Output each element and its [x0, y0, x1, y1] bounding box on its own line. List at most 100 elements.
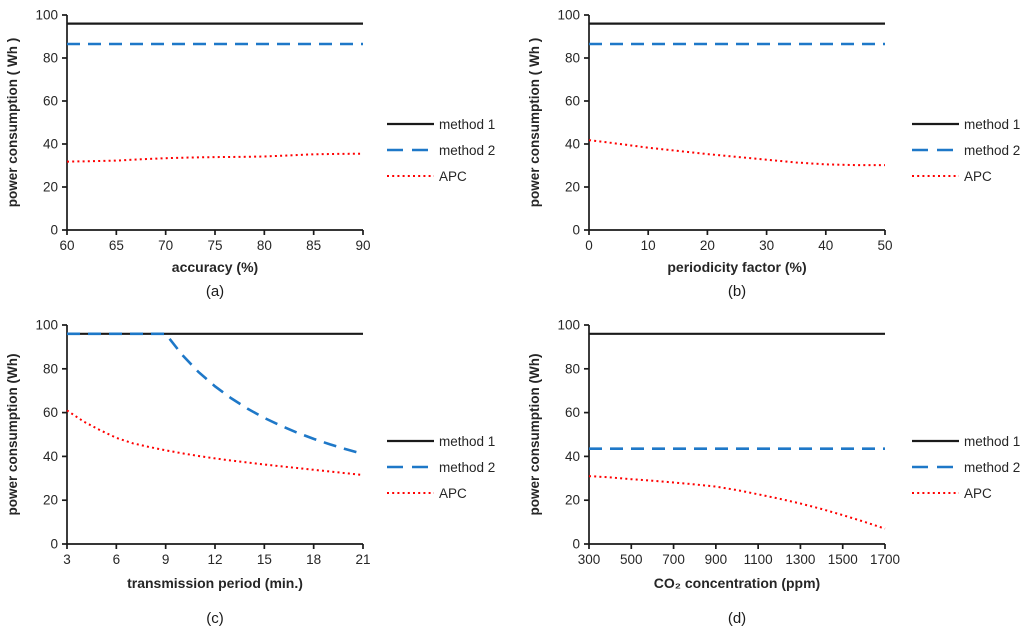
x-tick-label: 700 — [662, 552, 685, 567]
chart-b-cell: 0 20 40 60 80 100 0 10 20 30 40 50 power consumption… — [512, 0, 1024, 301]
legend-item-method-1: method 1 — [387, 434, 495, 449]
legend-item-apc: APC — [912, 169, 1020, 184]
x-axis-title: transmission period (min.) — [127, 575, 303, 591]
x-tick-label: 9 — [162, 552, 170, 567]
x-tick-label: 300 — [578, 552, 601, 567]
legend-label-apc: APC — [964, 485, 992, 501]
y-tick-label: 0 — [572, 537, 580, 552]
chart-d-cell: 0 20 40 60 80 100 300 500 700 900 1100 1300 1500 1700… — [512, 300, 1024, 634]
x-tick-label: 60 — [59, 238, 74, 253]
x-tick-label: 90 — [355, 238, 370, 253]
x-tick-label: 40 — [818, 238, 833, 253]
chart-caption: (c) — [206, 610, 224, 627]
legend-label-method-1: method 1 — [964, 433, 1021, 449]
y-tick-label: 60 — [565, 405, 580, 420]
y-tick-label: 100 — [557, 318, 580, 333]
chart-d: 0 20 40 60 80 100 300 500 700 900 1100 1300 1500 1700… — [522, 300, 907, 634]
method-2-line-swatch — [912, 464, 959, 470]
y-tick-label: 60 — [43, 94, 58, 109]
x-axis-title: accuracy (%) — [172, 259, 258, 275]
y-axis-title: power consumption (Wh) — [527, 354, 542, 516]
legend-label-method-2: method 2 — [964, 459, 1021, 475]
x-axis-title: periodicity factor (%) — [667, 259, 806, 275]
x-tick-label: 18 — [306, 552, 321, 567]
y-tick-label: 0 — [50, 537, 58, 552]
x-tick-label: 12 — [207, 552, 222, 567]
chart-d-legend: method 1 method 2 APC — [912, 300, 1020, 634]
y-axis-title: power consumption ( Wh ) — [5, 38, 20, 207]
apc-line — [588, 475, 886, 530]
chart-c: 0 20 40 60 80 100 3 6 9 12 15 18 21 power consumption… — [0, 300, 385, 634]
legend-item-apc: APC — [912, 486, 1020, 501]
legend-label-method-2: method 2 — [964, 142, 1021, 158]
x-tick-label: 6 — [113, 552, 121, 567]
legend-item-apc: APC — [387, 169, 495, 184]
chart-a: 0 20 40 60 80 100 60 65 70 75 80 85 90 power consumpt… — [0, 0, 385, 301]
y-tick-label: 20 — [565, 180, 580, 195]
method-1-line-swatch — [912, 438, 959, 444]
chart-c-legend: method 1 method 2 APC — [387, 300, 495, 634]
y-tick-label: 80 — [565, 51, 580, 66]
apc-line — [66, 152, 364, 163]
y-tick-label: 80 — [565, 361, 580, 376]
y-tick-label: 60 — [43, 405, 58, 420]
y-axis-title: power consumption ( Wh ) — [527, 38, 542, 207]
x-tick-label: 20 — [700, 238, 715, 253]
legend-label-apc: APC — [439, 485, 467, 501]
x-tick-label: 900 — [705, 552, 728, 567]
x-tick-label: 30 — [759, 238, 774, 253]
x-tick-label: 21 — [355, 552, 370, 567]
chart-b-legend: method 1 method 2 APC — [912, 0, 1020, 300]
apc-line-swatch — [387, 490, 434, 496]
chart-b: 0 20 40 60 80 100 0 10 20 30 40 50 power consumption… — [522, 0, 907, 301]
y-tick-label: 20 — [43, 180, 58, 195]
x-axis-title: CO₂ concentration (ppm) — [654, 575, 820, 591]
y-tick-label: 100 — [557, 8, 580, 23]
legend-item-method-2: method 2 — [912, 460, 1020, 475]
y-tick-label: 0 — [572, 223, 580, 238]
apc-line-swatch — [912, 490, 959, 496]
legend-label-method-1: method 1 — [439, 116, 496, 132]
y-tick-label: 80 — [43, 361, 58, 376]
legend-item-method-1: method 1 — [912, 117, 1020, 132]
chart-caption: (d) — [728, 610, 746, 627]
legend-item-method-2: method 2 — [912, 143, 1020, 158]
apc-line — [66, 409, 364, 476]
method-2-line — [67, 332, 364, 456]
method-2-line-swatch — [387, 464, 434, 470]
legend-label-apc: APC — [964, 168, 992, 184]
y-tick-label: 60 — [565, 94, 580, 109]
x-tick-label: 500 — [620, 552, 643, 567]
chart-a-cell: 0 20 40 60 80 100 60 65 70 75 80 85 90 power consumpt… — [0, 0, 512, 301]
chart-svg: 0 20 40 60 80 100 300 500 700 900 1100 1300 1500 1700… — [527, 318, 900, 628]
legend-label-apc: APC — [439, 168, 467, 184]
x-tick-label: 65 — [109, 238, 124, 253]
legend-label-method-1: method 1 — [439, 433, 496, 449]
chart-svg: 0 20 40 60 80 100 0 10 20 30 40 50 power consumption… — [527, 8, 893, 301]
x-tick-label: 50 — [877, 238, 892, 253]
x-tick-label: 15 — [257, 552, 272, 567]
y-tick-label: 40 — [43, 449, 58, 464]
x-tick-label: 0 — [585, 238, 593, 253]
legend-item-method-2: method 2 — [387, 143, 495, 158]
x-tick-label: 1700 — [870, 552, 900, 567]
x-tick-label: 10 — [641, 238, 656, 253]
apc-line-swatch — [912, 173, 959, 179]
method-1-line-swatch — [387, 438, 434, 444]
chart-a-legend: method 1 method 2 APC — [387, 0, 495, 300]
legend-item-method-1: method 1 — [387, 117, 495, 132]
chart-caption: (a) — [206, 283, 224, 300]
x-tick-label: 3 — [63, 552, 71, 567]
apc-line-swatch — [387, 173, 434, 179]
apc-line — [588, 139, 885, 167]
legend-item-method-1: method 1 — [912, 434, 1020, 449]
legend-label-method-2: method 2 — [439, 459, 496, 475]
chart-c-cell: 0 20 40 60 80 100 3 6 9 12 15 18 21 power consumption… — [0, 300, 512, 634]
x-tick-label: 75 — [207, 238, 222, 253]
x-tick-label: 1100 — [744, 552, 773, 567]
x-tick-label: 85 — [306, 238, 321, 253]
method-2-line-swatch — [387, 147, 434, 153]
x-tick-label: 1500 — [828, 552, 858, 567]
x-tick-label: 80 — [257, 238, 272, 253]
